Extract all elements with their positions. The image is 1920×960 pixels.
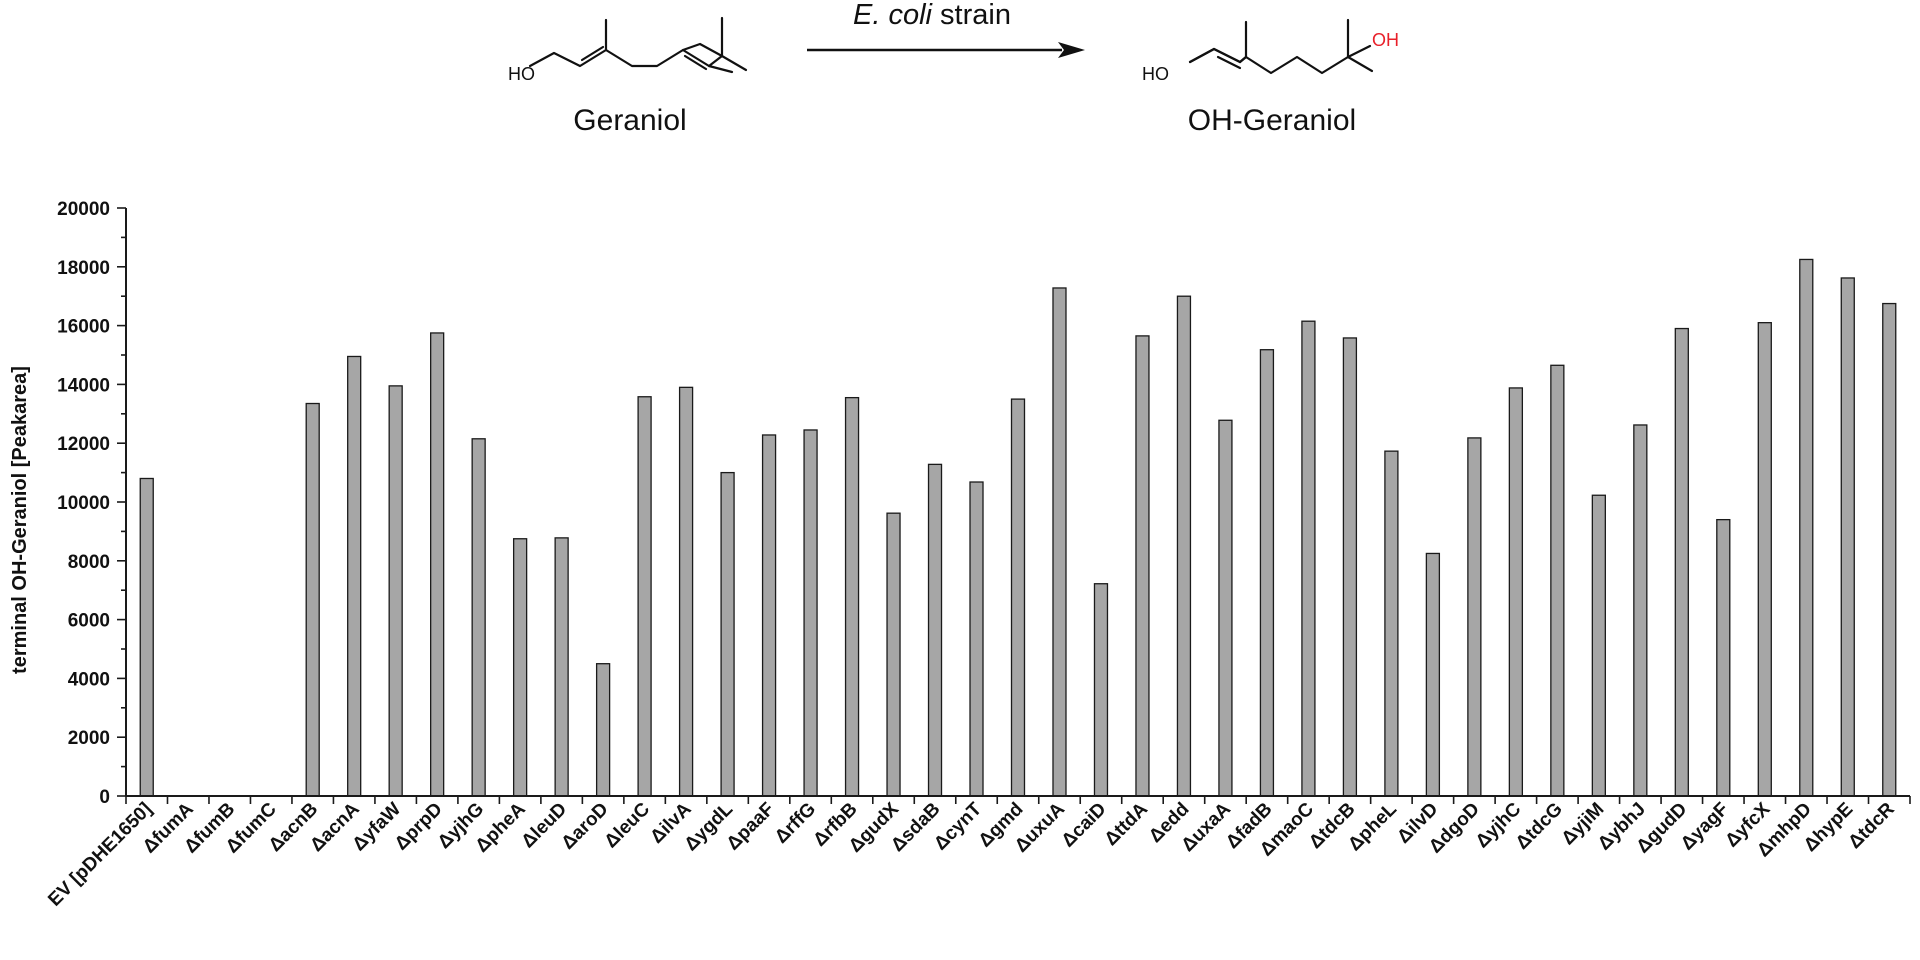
bar (969, 481, 984, 797)
oh-geraniol-structure: HO OH (1142, 18, 1399, 84)
bar (1342, 337, 1358, 797)
bar (720, 471, 735, 797)
y-tick-label: 14000 (57, 375, 110, 396)
bar (430, 332, 445, 797)
bar (1384, 450, 1399, 797)
y-axis-label: terminal OH-Geraniol [Peakarea] (9, 366, 31, 674)
y-tick-label: 16000 (57, 317, 110, 338)
bar (1840, 277, 1855, 797)
reaction-arrow (807, 42, 1085, 58)
geraniol-structure: HO (508, 16, 748, 84)
bar (678, 386, 694, 797)
y-tick-label: 6000 (68, 611, 110, 632)
reaction-scheme: HO Geraniol E. coli strain HO OH OH-Gera… (508, 0, 1399, 137)
bar (595, 663, 611, 797)
x-tick-label: ΔprpD (391, 799, 447, 855)
bars (139, 258, 1897, 797)
bar (512, 538, 528, 797)
bar (1093, 583, 1109, 797)
reactant-name: Geraniol (573, 104, 686, 137)
bar (554, 537, 569, 797)
y-tick-label: 18000 (57, 258, 110, 279)
x-tick-labels: EV [pDHE1650]ΔfumAΔfumBΔfumCΔacnBΔacnAΔy… (44, 798, 1899, 910)
x-tick-label: ΔleuC (601, 798, 655, 852)
x-tick-label: EV [pDHE1650] (44, 799, 156, 911)
product-oh-label: OH (1372, 30, 1399, 50)
bar (1757, 322, 1772, 797)
x-tick-label: ΔpheL (1344, 798, 1401, 855)
y-tick-label: 4000 (68, 669, 110, 690)
y-tick-label: 8000 (68, 552, 110, 573)
bar (844, 396, 860, 797)
x-tick-label: ΔpaaF (723, 799, 779, 855)
x-tick-label: ΔtdcG (1512, 799, 1567, 854)
product-name: OH-Geraniol (1188, 104, 1356, 137)
bar (1633, 424, 1648, 797)
bar (1508, 387, 1524, 797)
y-tick-label: 2000 (68, 728, 110, 749)
bar (305, 402, 320, 797)
bar (1425, 552, 1441, 797)
bar (1259, 349, 1275, 797)
bar (927, 463, 943, 797)
y-tick-label: 20000 (57, 199, 110, 220)
y-axis: 0 2000 4000 6000 8000 10000 12000 14000 16000 180… (57, 199, 127, 808)
x-tick-label: ΔyagF (1677, 799, 1733, 855)
y-tick-label: 0 (99, 787, 110, 808)
x-tick-label: ΔaroD (558, 799, 613, 854)
bar (1218, 419, 1233, 797)
bar (761, 434, 777, 797)
x-tick-label: ΔttdA (1101, 798, 1153, 850)
x-tick-label: ΔtdcR (1844, 798, 1899, 853)
bar (637, 396, 652, 797)
y-tick-label: 10000 (57, 493, 110, 514)
bar (347, 355, 362, 797)
reactant-ho-label: HO (508, 64, 535, 84)
x-axis (125, 795, 1911, 804)
bar (1301, 320, 1316, 797)
arrow-label: E. coli strain (853, 0, 1011, 31)
bar (1674, 327, 1689, 797)
bar (1591, 494, 1606, 797)
bar (886, 512, 901, 797)
bar (803, 429, 818, 797)
bar (1052, 287, 1067, 797)
bar (388, 385, 403, 797)
y-tick-label: 12000 (57, 434, 110, 455)
x-tick-label: ΔcaiD (1058, 799, 1111, 852)
bar (1135, 335, 1150, 797)
bar (1716, 518, 1731, 797)
x-tick-label: ΔcynT (930, 798, 986, 854)
bar (1010, 398, 1026, 797)
bar (1882, 302, 1897, 797)
product-ho-label: HO (1142, 64, 1169, 84)
bar (1799, 258, 1814, 797)
bar (139, 477, 154, 797)
bar (1550, 364, 1565, 797)
bar (471, 438, 486, 797)
bar (1467, 437, 1482, 797)
bar (1176, 295, 1192, 797)
